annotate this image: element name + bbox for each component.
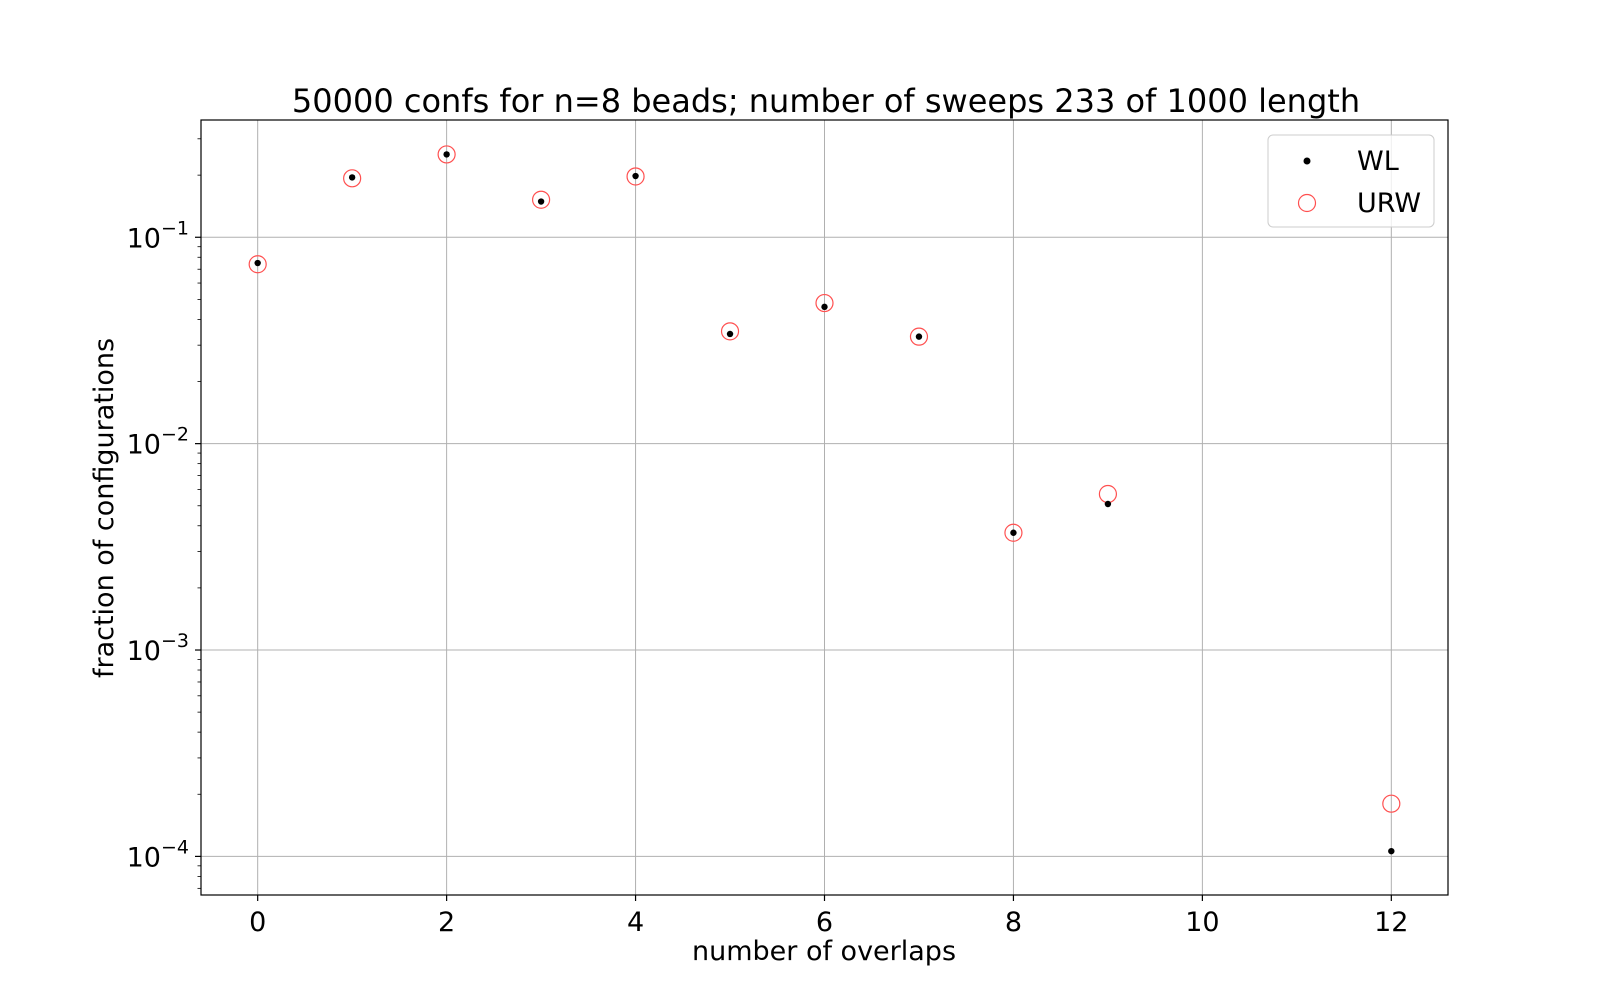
y-tick-label: 10−2 bbox=[127, 424, 189, 461]
x-tick-label: 12 bbox=[1374, 907, 1408, 938]
y-tick-label: 10−3 bbox=[127, 630, 189, 667]
x-tick-label: 8 bbox=[1005, 907, 1022, 938]
wl-point bbox=[443, 151, 450, 158]
chart-title: 50000 confs for n=8 beads; number of swe… bbox=[292, 82, 1360, 120]
wl-point bbox=[537, 198, 545, 205]
x-tick-label: 2 bbox=[438, 907, 455, 938]
urw-point bbox=[343, 169, 362, 188]
urw-point bbox=[720, 322, 740, 341]
urw-point bbox=[531, 190, 551, 209]
legend-wl-marker bbox=[1303, 157, 1311, 165]
wl-point bbox=[1104, 500, 1112, 508]
x-axis-ticks: 0 2 4 6 8 10 12 bbox=[249, 895, 1408, 938]
y-axis-ticks: 10−4 10−3 10−2 10−1 bbox=[127, 217, 201, 873]
urw-point bbox=[437, 145, 456, 164]
legend-urw-label: URW bbox=[1357, 188, 1421, 219]
y-tick-label: 10−1 bbox=[127, 217, 189, 254]
x-tick-label: 0 bbox=[249, 907, 266, 938]
x-tick-label: 6 bbox=[816, 907, 833, 938]
wl-point bbox=[1010, 529, 1017, 536]
legend-urw-marker bbox=[1297, 193, 1317, 213]
wl-point bbox=[726, 330, 734, 338]
legend: WL URW bbox=[1267, 134, 1435, 228]
legend-wl-label: WL bbox=[1357, 146, 1399, 177]
wl-point bbox=[632, 172, 639, 180]
urw-point bbox=[248, 255, 267, 274]
urw-point bbox=[1382, 794, 1401, 813]
wl-point bbox=[348, 174, 356, 181]
wl-point bbox=[821, 303, 828, 311]
wl-point bbox=[1388, 847, 1395, 855]
legend-box bbox=[1267, 134, 1435, 228]
data-series bbox=[248, 145, 1401, 855]
x-axis-label: number of overlaps bbox=[692, 936, 956, 967]
y-tick-label: 10−4 bbox=[127, 836, 189, 873]
x-tick-label: 10 bbox=[1185, 907, 1219, 938]
wl-point bbox=[915, 333, 923, 340]
urw-point bbox=[909, 327, 929, 346]
urw-point bbox=[626, 167, 645, 186]
grid bbox=[201, 120, 1448, 895]
x-tick-label: 4 bbox=[627, 907, 644, 938]
plot-frame bbox=[200, 119, 1449, 896]
wl-point bbox=[254, 259, 261, 267]
urw-point bbox=[1004, 523, 1023, 542]
urw-point bbox=[815, 293, 834, 313]
y-axis-label: fraction of configurations bbox=[89, 338, 120, 678]
